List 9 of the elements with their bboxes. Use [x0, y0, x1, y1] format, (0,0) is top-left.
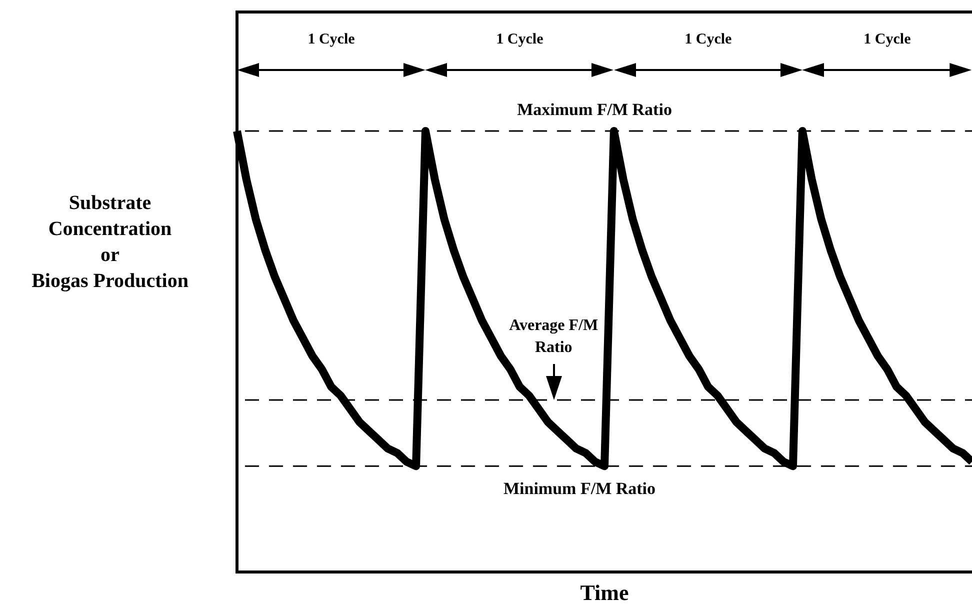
text: 1 Cycle	[864, 31, 912, 48]
ref-line-label: Minimum F/M Ratio	[503, 479, 656, 498]
ref-line-label: Maximum F/M Ratio	[517, 100, 672, 119]
x-axis-title: Time	[579, 580, 630, 606]
y-axis-title: Substrate Concentration or Biogas Production	[30, 191, 190, 294]
text: 1 Cycle	[496, 31, 544, 48]
text: 1 Cycle	[308, 31, 356, 48]
text: 1 Cycle	[684, 31, 732, 48]
ref-line-label: Average F/M Ratio	[509, 317, 598, 356]
